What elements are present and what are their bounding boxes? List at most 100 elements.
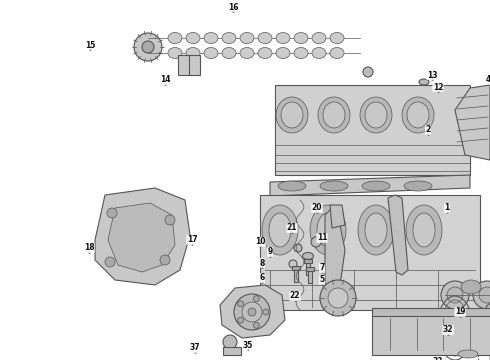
Bar <box>292 266 300 270</box>
Bar <box>306 261 310 275</box>
Text: 1: 1 <box>444 203 450 212</box>
Ellipse shape <box>323 102 345 128</box>
Polygon shape <box>372 312 490 355</box>
Text: 9: 9 <box>268 248 272 256</box>
Ellipse shape <box>240 32 254 44</box>
Ellipse shape <box>281 102 303 128</box>
Ellipse shape <box>276 48 290 58</box>
Circle shape <box>328 288 348 308</box>
Ellipse shape <box>258 48 272 58</box>
Polygon shape <box>108 203 175 272</box>
Text: 13: 13 <box>427 71 437 80</box>
Text: 20: 20 <box>312 203 322 212</box>
Bar <box>294 268 298 282</box>
Text: 8: 8 <box>259 258 265 267</box>
Text: 17: 17 <box>187 235 197 244</box>
Ellipse shape <box>294 32 308 44</box>
Circle shape <box>238 317 244 323</box>
Polygon shape <box>270 175 470 196</box>
Ellipse shape <box>365 213 387 247</box>
Bar <box>372 308 490 316</box>
Ellipse shape <box>168 48 182 58</box>
Text: 18: 18 <box>84 243 94 252</box>
Bar <box>306 267 314 271</box>
Ellipse shape <box>317 213 339 247</box>
Polygon shape <box>260 195 480 310</box>
Ellipse shape <box>269 213 291 247</box>
Ellipse shape <box>222 48 236 58</box>
Ellipse shape <box>278 181 306 191</box>
Text: 19: 19 <box>455 307 465 316</box>
Ellipse shape <box>302 252 314 260</box>
Text: 5: 5 <box>319 275 324 284</box>
Text: 15: 15 <box>85 40 95 49</box>
Circle shape <box>234 294 270 330</box>
Circle shape <box>263 309 269 315</box>
Circle shape <box>253 296 259 302</box>
Text: 4: 4 <box>486 76 490 85</box>
Ellipse shape <box>407 102 429 128</box>
Ellipse shape <box>258 32 272 44</box>
Polygon shape <box>95 188 190 285</box>
Ellipse shape <box>365 102 387 128</box>
Ellipse shape <box>406 205 442 255</box>
Circle shape <box>238 301 244 307</box>
Text: 6: 6 <box>259 274 265 283</box>
Circle shape <box>479 287 490 303</box>
Text: 16: 16 <box>228 3 238 12</box>
Polygon shape <box>325 210 345 290</box>
Ellipse shape <box>186 48 200 58</box>
Bar <box>304 259 312 263</box>
Text: 12: 12 <box>433 82 443 91</box>
Circle shape <box>142 41 154 53</box>
Ellipse shape <box>312 32 326 44</box>
Bar <box>478 335 490 360</box>
Ellipse shape <box>204 48 218 58</box>
Circle shape <box>441 281 469 309</box>
Circle shape <box>473 281 490 309</box>
Polygon shape <box>455 85 490 160</box>
Ellipse shape <box>310 205 346 255</box>
Circle shape <box>242 302 262 322</box>
Ellipse shape <box>294 48 308 58</box>
Ellipse shape <box>458 350 478 358</box>
Text: 2: 2 <box>425 126 431 135</box>
Circle shape <box>320 280 356 316</box>
Text: 33: 33 <box>433 357 443 360</box>
Text: 21: 21 <box>287 224 297 233</box>
Text: 37: 37 <box>190 343 200 352</box>
Text: 11: 11 <box>317 234 327 243</box>
Ellipse shape <box>204 32 218 44</box>
Circle shape <box>223 335 237 349</box>
Text: 32: 32 <box>443 325 453 334</box>
Circle shape <box>160 255 170 265</box>
Ellipse shape <box>186 32 200 44</box>
Circle shape <box>311 237 321 247</box>
Ellipse shape <box>330 32 344 44</box>
Text: 14: 14 <box>160 76 170 85</box>
Ellipse shape <box>320 181 348 191</box>
Ellipse shape <box>330 48 344 58</box>
Circle shape <box>248 308 256 316</box>
Circle shape <box>253 322 259 328</box>
Ellipse shape <box>240 48 254 58</box>
Circle shape <box>107 208 117 218</box>
Circle shape <box>363 67 373 77</box>
Circle shape <box>447 287 463 303</box>
Ellipse shape <box>276 97 308 133</box>
Polygon shape <box>388 195 408 275</box>
Text: 35: 35 <box>243 341 253 350</box>
Ellipse shape <box>402 97 434 133</box>
Ellipse shape <box>312 48 326 58</box>
Polygon shape <box>330 205 345 228</box>
Ellipse shape <box>168 32 182 44</box>
Ellipse shape <box>318 97 350 133</box>
Text: 7: 7 <box>319 264 325 273</box>
Ellipse shape <box>358 205 394 255</box>
Ellipse shape <box>419 79 429 85</box>
Ellipse shape <box>413 213 435 247</box>
Circle shape <box>165 215 175 225</box>
Bar <box>308 269 312 283</box>
Ellipse shape <box>262 205 298 255</box>
Ellipse shape <box>276 32 290 44</box>
